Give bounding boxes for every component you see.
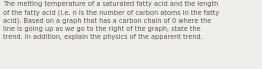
Text: The melting temperature of a saturated fatty acid and the length
of the fatty ac: The melting temperature of a saturated f… [3, 1, 219, 40]
